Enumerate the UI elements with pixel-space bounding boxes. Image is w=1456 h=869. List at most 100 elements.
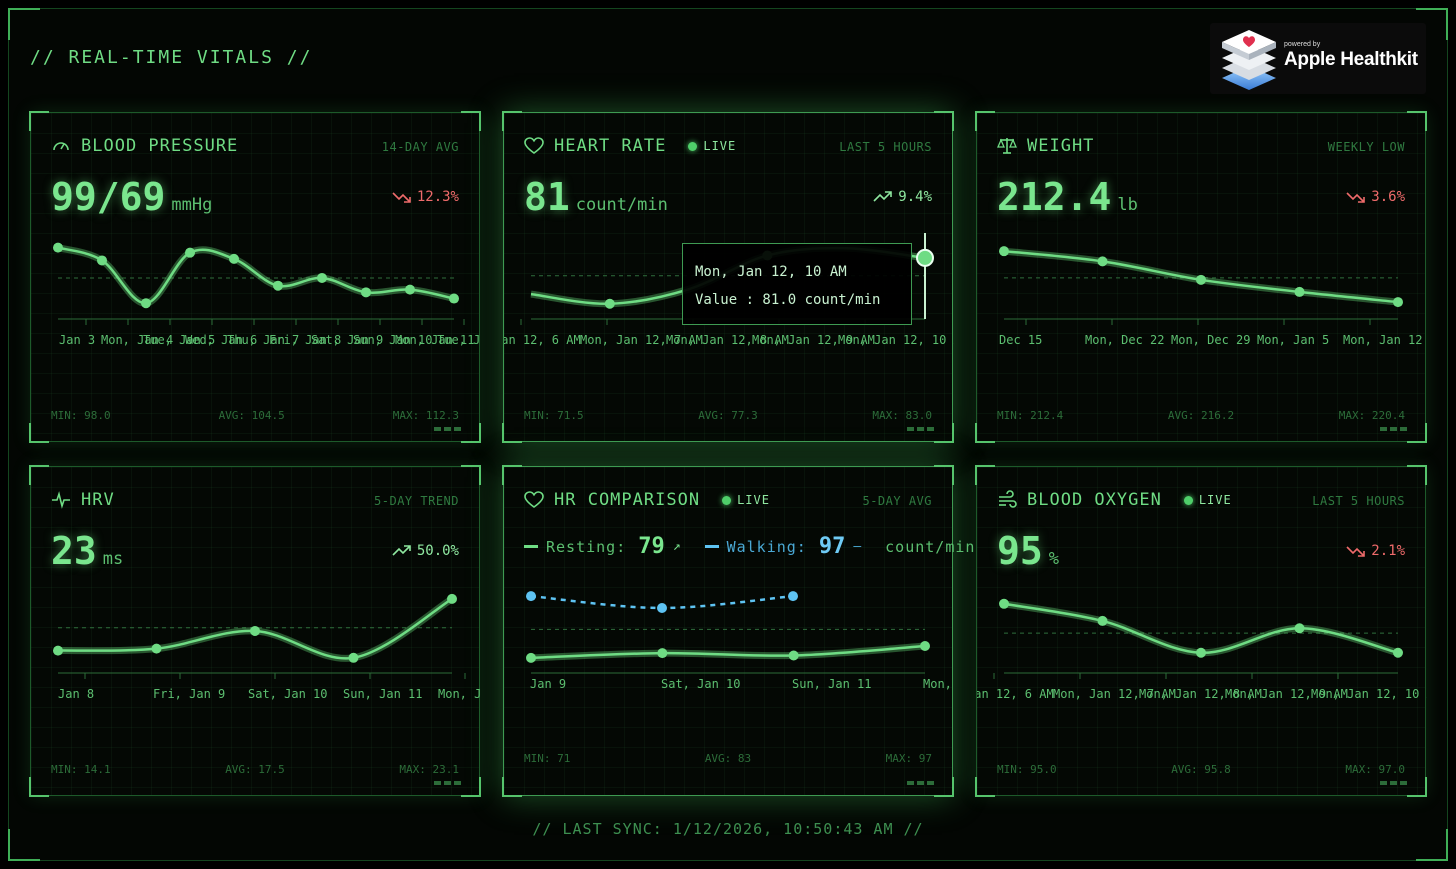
value-unit: ms: [102, 549, 124, 569]
x-tick-label: Mon, Jan 12, 10 AM: [1311, 687, 1427, 701]
heart-rate-card[interactable]: HEART RATE LIVE LAST 5 HOURS 81 count/mi…: [502, 111, 954, 443]
page-title: // REAL-TIME VITALS //: [30, 47, 313, 68]
data-point: [920, 641, 930, 651]
stat-avg: AVG: 95.8: [1171, 763, 1231, 776]
stat-min: MIN: 71: [524, 752, 571, 765]
current-value: 212.4 lb: [997, 175, 1138, 219]
frame-corner: [8, 829, 40, 861]
data-point: [1196, 647, 1206, 658]
walking-value: 97: [818, 534, 846, 559]
data-point: [788, 650, 799, 661]
current-value: 95 %: [997, 529, 1059, 573]
x-axis-labels: Dec 15 Mon, Dec 22 Mon, Dec 29 Mon, Jan 5 Mo…: [977, 333, 1427, 349]
hrv-card[interactable]: HRV 5-DAY TREND 23 ms 50.0% Jan 8 Fri, Ja…: [29, 465, 481, 797]
stat-max: MAX: 97: [885, 752, 932, 765]
wind-icon: [999, 490, 1017, 508]
healthkit-logo-icon: [1222, 30, 1276, 90]
data-point: [447, 593, 457, 604]
value-unit: %: [1048, 549, 1060, 569]
card-title-text: BLOOD OXYGEN: [1027, 490, 1162, 510]
heart-icon: [524, 137, 544, 154]
apple-healthkit-badge[interactable]: powered by Apple Healthkit: [1210, 23, 1426, 94]
value-number: 95: [997, 529, 1043, 573]
brand-name: Apple Healthkit: [1284, 49, 1418, 70]
trend-up-icon: [873, 191, 893, 202]
walking-data-point: [526, 591, 536, 602]
card-title-text: WEIGHT: [1027, 136, 1095, 156]
trend-indicator: 12.3%: [392, 189, 459, 205]
blood-pressure-card[interactable]: BLOOD PRESSURE 14-DAY AVG 99/69 mmHg 12.…: [29, 111, 481, 443]
data-point: [449, 293, 459, 304]
card-title-text: HR COMPARISON: [554, 490, 701, 510]
x-tick-label: Thu, Jan 7: [227, 333, 300, 347]
data-point: [1196, 274, 1206, 285]
stat-max: MAX: 112.3: [392, 409, 459, 422]
comparison-legend: Resting: 79 ↗ Walking: 97 — count/min: [524, 534, 987, 559]
chart-svg: [53, 593, 466, 679]
blood-oxygen-card[interactable]: BLOOD OXYGEN LIVE LAST 5 HOURS 95 % 2.1%…: [975, 465, 1427, 797]
data-point: [273, 280, 283, 291]
data-point: [999, 598, 1009, 609]
trend-down-icon: [392, 192, 411, 203]
trend-indicator: 3.6%: [1346, 189, 1405, 205]
line-chart[interactable]: [31, 233, 481, 353]
x-tick-label: Mon, Jan 11: [395, 333, 475, 347]
walking-label: Walking:: [726, 537, 807, 556]
x-tick-label: Mon, Dec 22: [1085, 333, 1165, 347]
data-point: [53, 645, 63, 656]
data-point: [185, 247, 195, 258]
current-value: 23 ms: [51, 529, 123, 573]
x-tick-label: Mon, Dec 29: [1171, 333, 1251, 347]
trend-value: 2.1%: [1371, 543, 1405, 559]
card-title-text: HRV: [81, 490, 115, 510]
data-point: [229, 253, 239, 264]
x-tick-label: Sat, Jan 9: [311, 333, 384, 347]
trend-value: 9.4%: [898, 189, 932, 205]
last-sync-footer: // LAST SYNC: 1/12/2026, 10:50:43 AM //: [532, 820, 924, 838]
data-point: [1097, 256, 1108, 267]
x-tick-label: Mon, Jan 12: [1343, 333, 1423, 347]
data-point: [317, 272, 327, 283]
live-indicator: LIVE: [688, 139, 736, 153]
series-line: [57, 246, 455, 305]
x-tick-label: Dec 15: [999, 333, 1043, 347]
x-tick-label: Mon, Jan 4: [101, 333, 174, 347]
data-point: [348, 652, 359, 663]
x-tick-label: Jan 3: [59, 333, 96, 347]
stat-min: MIN: 98.0: [51, 409, 111, 422]
data-point: [250, 625, 260, 636]
value-unit: mmHg: [171, 195, 213, 215]
stat-min: MIN: 71.5: [524, 409, 584, 422]
data-point: [526, 652, 536, 663]
trend-down-icon: [1346, 192, 1366, 203]
hr-comparison-card[interactable]: HR COMPARISON LIVE 5-DAY AVG Resting: 79…: [502, 465, 974, 797]
x-tick-label: Sun, Jan 10: [353, 333, 433, 347]
chart-svg: [993, 598, 1403, 679]
line-chart[interactable]: [31, 587, 481, 707]
trend-indicator: 2.1%: [1346, 543, 1405, 559]
chart-svg: [999, 246, 1403, 325]
stat-max: MAX: 23.1: [399, 763, 459, 776]
data-point: [361, 287, 371, 298]
stats-row: MIN: 14.1 AVG: 17.5 MAX: 23.1: [51, 763, 459, 776]
live-indicator: LIVE: [1184, 493, 1232, 507]
line-chart[interactable]: [977, 233, 1427, 353]
stat-avg: AVG: 77.3: [698, 409, 758, 422]
value-unit: lb: [1117, 195, 1138, 215]
line-chart[interactable]: [977, 587, 1427, 707]
card-title-text: HEART RATE: [554, 136, 667, 156]
weight-card[interactable]: WEIGHT WEEKLY LOW 212.4 lb 3.6% Dec 15 Mo…: [975, 111, 1427, 443]
data-point: [1294, 286, 1305, 297]
tooltip-date: Mon, Jan 12, 10 AM: [695, 264, 847, 280]
data-point: [1393, 297, 1403, 308]
walking-data-point: [657, 603, 667, 613]
value-number: 212.4: [997, 175, 1112, 219]
data-point: [53, 242, 63, 253]
gauge-icon: [53, 142, 69, 151]
x-tick-label: Sat, Jan 10: [661, 677, 741, 691]
data-point: [657, 648, 668, 659]
x-tick-label: Tue, Jan 12: [437, 333, 481, 347]
period-label: LAST 5 HOURS: [839, 140, 932, 154]
heart-icon: [524, 491, 544, 508]
line-chart[interactable]: [504, 587, 954, 707]
